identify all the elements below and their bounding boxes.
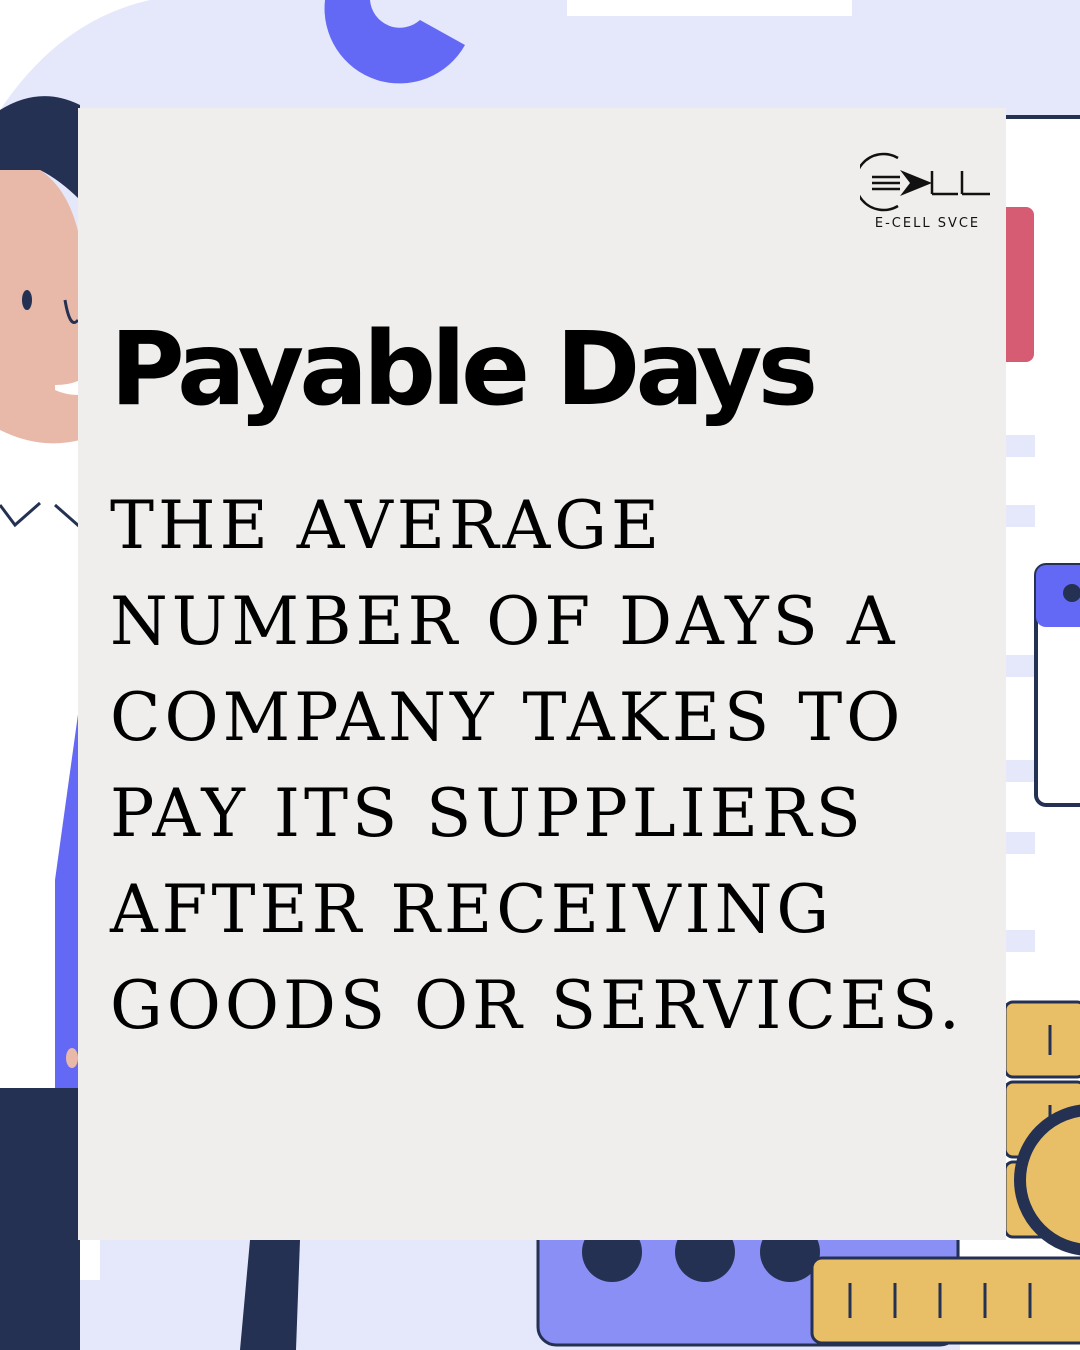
ecell-arrow-logo-icon	[860, 152, 990, 212]
page-title: Payable Days	[110, 310, 818, 429]
ecell-logo: E-CELL SVCE	[860, 150, 995, 235]
logo-text: E-CELL SVCE	[874, 216, 981, 231]
content-card	[78, 108, 1006, 1240]
clipboard-clip-ring	[324, 0, 465, 84]
coin-stack	[810, 1000, 1080, 1345]
clipboard-clip-bar	[567, 0, 852, 16]
definition-text: THE AVERAGE NUMBER OF DAYS A COMPANY TAK…	[110, 487, 964, 1044]
